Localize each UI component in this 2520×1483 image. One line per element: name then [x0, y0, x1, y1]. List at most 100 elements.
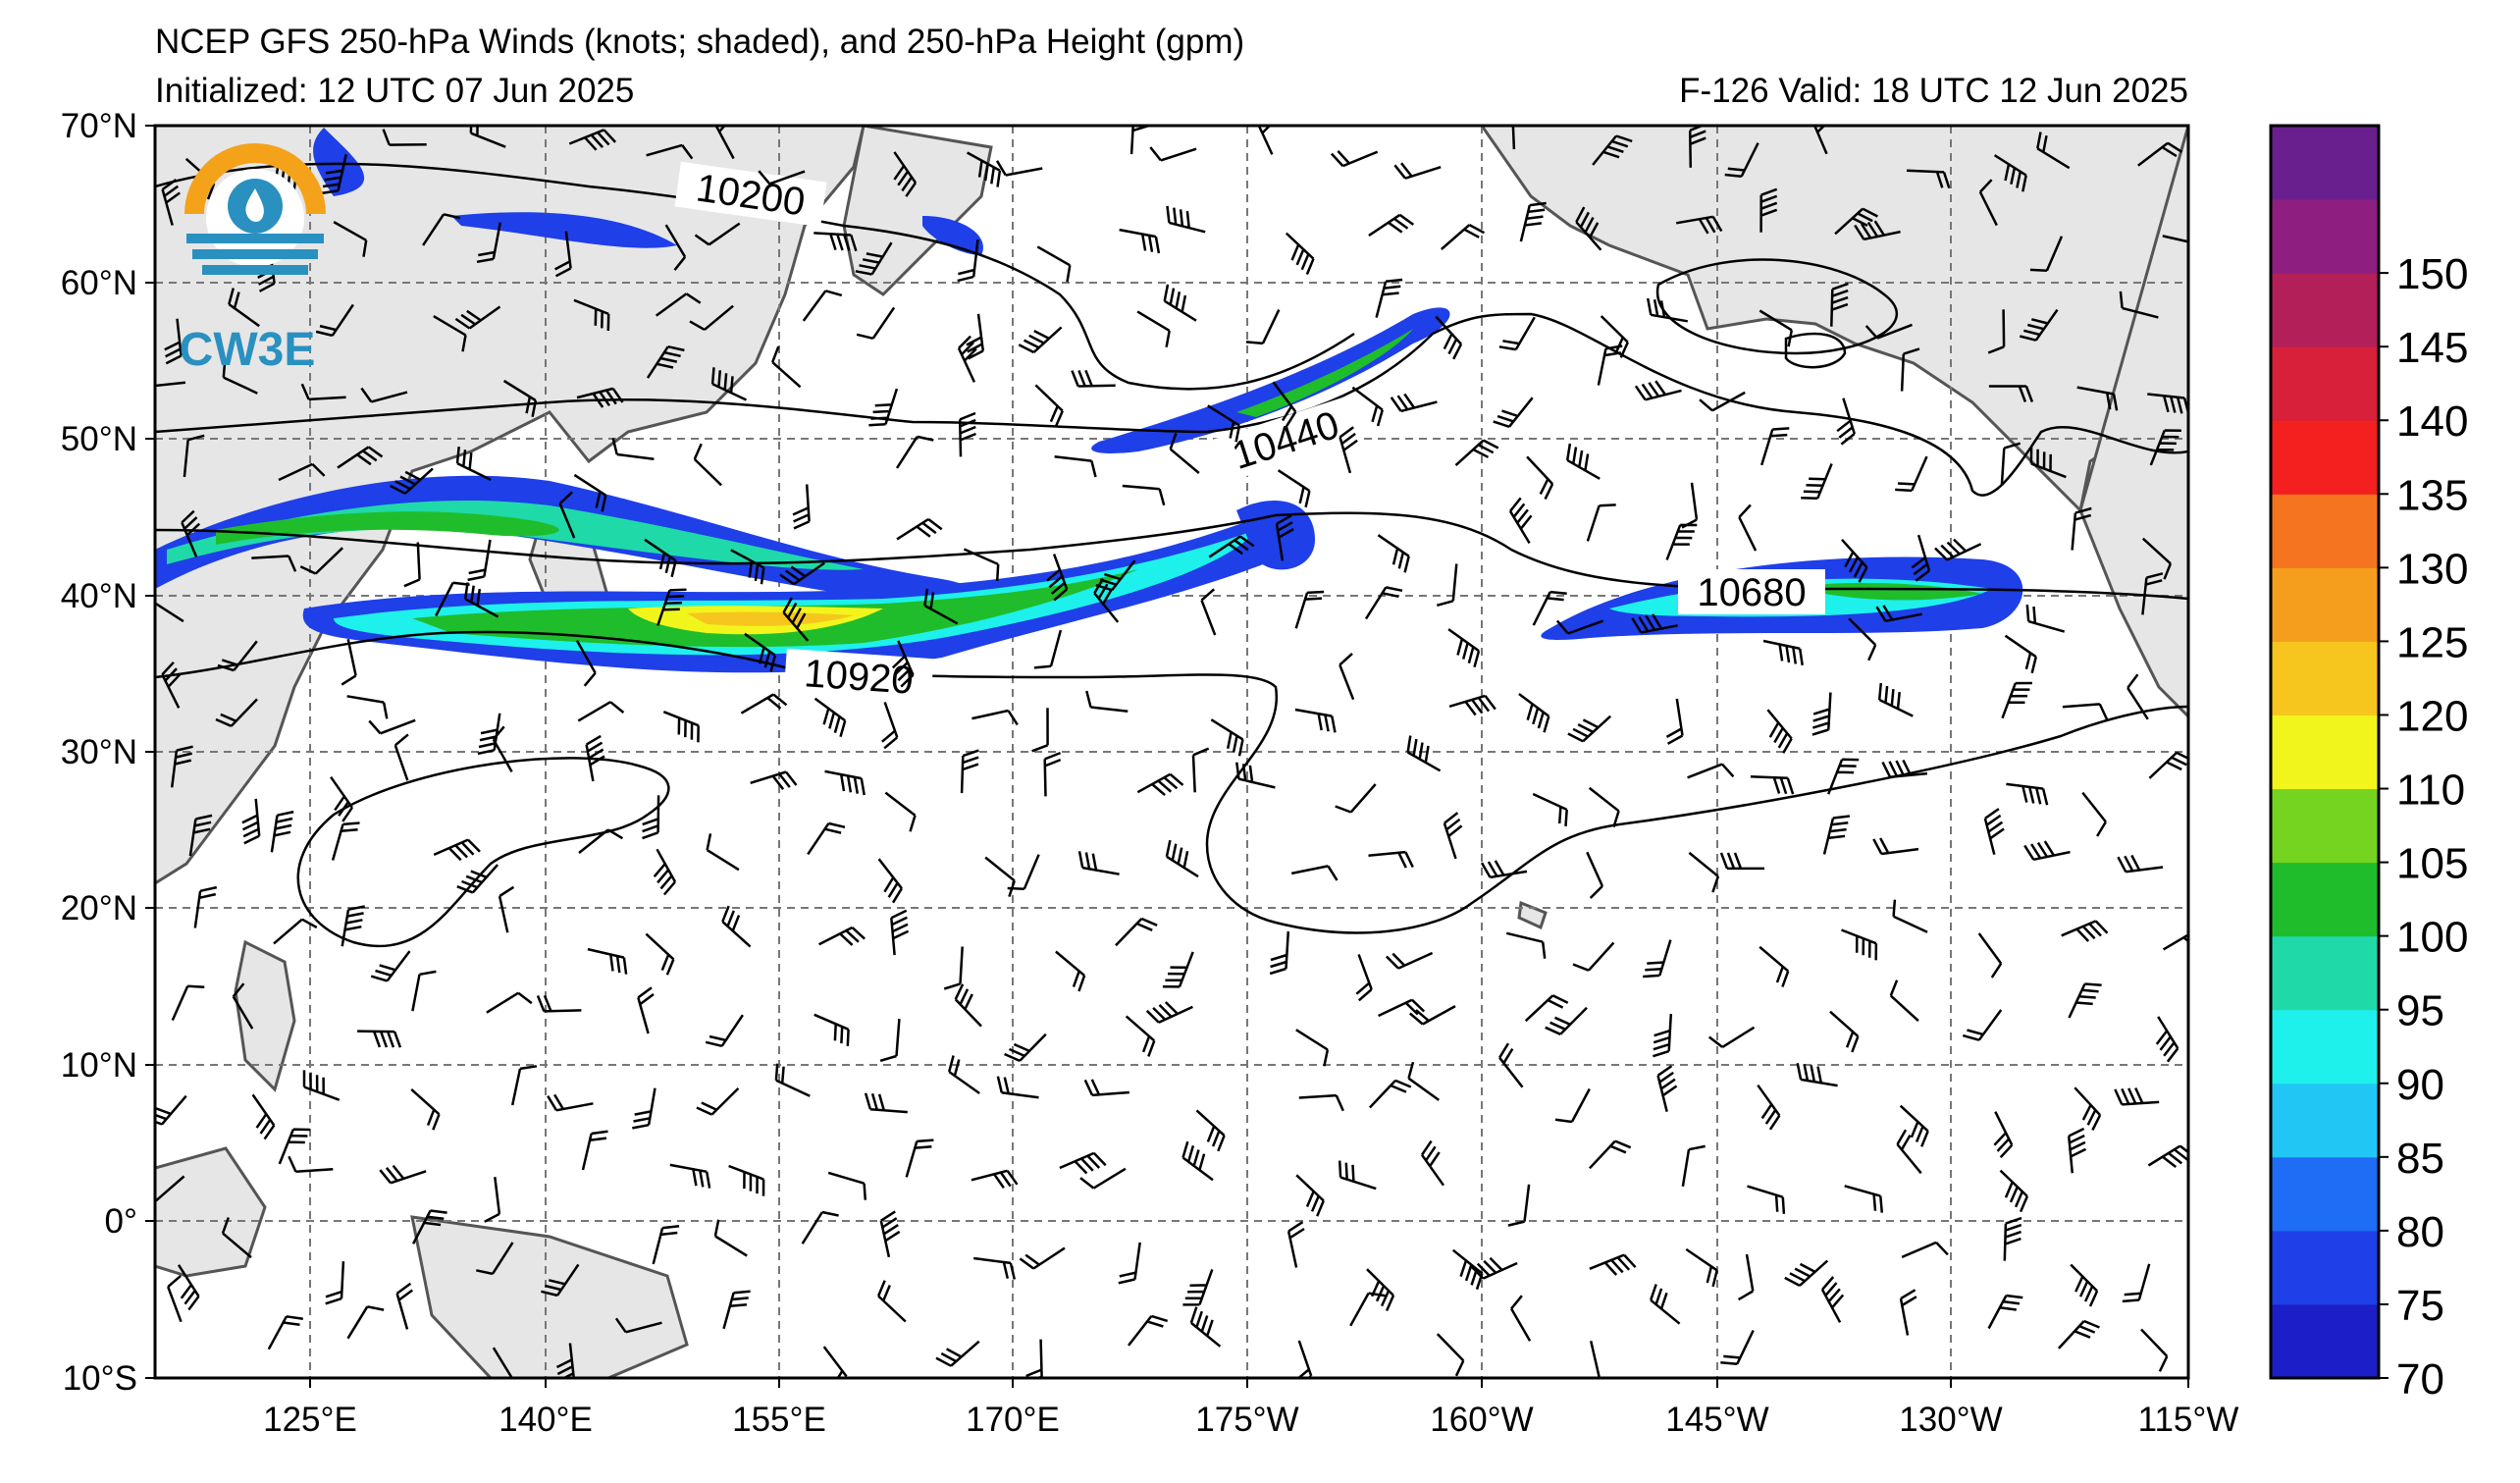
wind-barb [498, 885, 515, 933]
wind-barb [1872, 837, 1919, 856]
jet-okhotsk [451, 212, 677, 248]
wind-barb [1435, 315, 1463, 360]
wind-barb [1983, 808, 2005, 856]
wind-barb [1368, 850, 1414, 869]
wind-barb [1505, 931, 1547, 959]
land-borneo-sulawesi [155, 1146, 267, 1278]
wind-barb [960, 749, 979, 794]
wind-barb [1118, 1242, 1141, 1285]
wind-barb [2071, 506, 2092, 551]
wind-barb [1811, 692, 1832, 736]
lat-label-10s: 10°S [63, 1359, 137, 1398]
wind-barb [368, 718, 416, 735]
lat-label-30n: 30°N [61, 733, 137, 771]
wind-barb [2081, 791, 2107, 837]
wind-barb [1524, 994, 1569, 1023]
wind-barb [221, 1217, 252, 1259]
wind-barb [476, 222, 502, 264]
contour-label-10680: 10680 [1697, 571, 1806, 614]
wind-barb [1498, 1042, 1524, 1088]
wind-barb [1335, 783, 1377, 814]
wind-barb [2067, 1127, 2087, 1174]
wind-barb [341, 905, 366, 947]
wind-barb [1759, 187, 1778, 233]
wind-barb [228, 288, 260, 328]
wind-barb [215, 698, 258, 727]
wind-barb [943, 946, 964, 990]
wind-barb [1364, 586, 1403, 620]
wind-barb [302, 1070, 341, 1101]
wind-barb [1019, 1246, 1066, 1270]
wind-barb [758, 170, 806, 185]
wind-barb [2126, 673, 2149, 720]
wind-barb [1181, 1140, 1214, 1182]
colorbar-swatch [2271, 862, 2379, 937]
wind-barb [2001, 681, 2032, 719]
height-contours [155, 162, 2188, 948]
wind-barb [1169, 432, 1200, 474]
contour-10200 [155, 162, 1355, 391]
wind-barb [1378, 998, 1426, 1018]
wind-barb [1747, 1185, 1786, 1214]
wind-barb [1519, 201, 1547, 242]
colorbar-tick-label: 140 [2396, 397, 2468, 446]
wind-barb [2025, 604, 2066, 633]
wind-barb [801, 1210, 839, 1245]
wind-barb [2114, 1086, 2160, 1106]
wind-barb [2076, 386, 2119, 411]
wind-barb [1375, 278, 1403, 318]
wind-barb [2141, 537, 2173, 580]
wind-barb [1480, 860, 1528, 879]
wind-barb [1600, 315, 1629, 358]
colorbar-tick-label: 80 [2396, 1208, 2444, 1256]
wind-barb [1688, 851, 1720, 893]
wind-barb [1349, 1292, 1386, 1327]
wind-barb [2140, 1328, 2169, 1372]
wind-barb [577, 701, 625, 722]
wind-barb [1685, 1247, 1718, 1288]
wind-barb [1597, 344, 1623, 386]
wind-barb [705, 1014, 744, 1048]
lon-label-175w: 175°W [1195, 1401, 1298, 1439]
wind-barb [1688, 126, 1706, 168]
wind-barb [1036, 245, 1072, 283]
wind-barb [1182, 1268, 1214, 1306]
wind-barb [1207, 404, 1241, 443]
wind-barb [967, 151, 1002, 187]
wind-barb [568, 129, 617, 151]
wind-barb [502, 379, 538, 418]
wind-barb [1653, 1014, 1673, 1058]
wind-barb [646, 143, 694, 160]
wind-barb [1408, 1005, 1456, 1026]
wind-barb [1895, 455, 1928, 493]
wind-barb [1681, 1144, 1706, 1188]
wind-barb [1257, 126, 1274, 155]
wind-barb [1844, 1185, 1884, 1213]
wind-barb [818, 926, 866, 946]
wind-barb [422, 213, 461, 246]
wind-barb [1277, 469, 1311, 508]
wind-barb [330, 775, 353, 822]
cw3e-logo: CW3E [180, 143, 326, 376]
wind-barb [2061, 920, 2109, 942]
wind-barb [390, 467, 434, 495]
lat-label-0: 0° [105, 1202, 137, 1241]
wind-barb [1085, 690, 1129, 713]
wind-barb [1054, 454, 1097, 478]
wind-barb [1572, 941, 1615, 972]
wind-barb [782, 597, 810, 642]
wind-barb [1978, 179, 1998, 227]
wind-barb [895, 435, 934, 469]
wind-barb [714, 126, 735, 160]
wind-barb [1507, 1184, 1531, 1227]
wind-barb [2029, 447, 2067, 479]
wind-barb [1762, 639, 1804, 665]
wind-barb [1864, 323, 1913, 340]
valid-time: F-126 Valid: 18 UTC 12 Jun 2025 [1679, 72, 2188, 110]
wind-barb [155, 1175, 185, 1202]
colorbar-swatch [2271, 1009, 2379, 1085]
wind-barb [973, 1256, 1017, 1280]
wind-barb [1510, 1295, 1532, 1342]
colorbar-tick-label: 150 [2396, 250, 2468, 298]
wind-barb [164, 318, 183, 365]
